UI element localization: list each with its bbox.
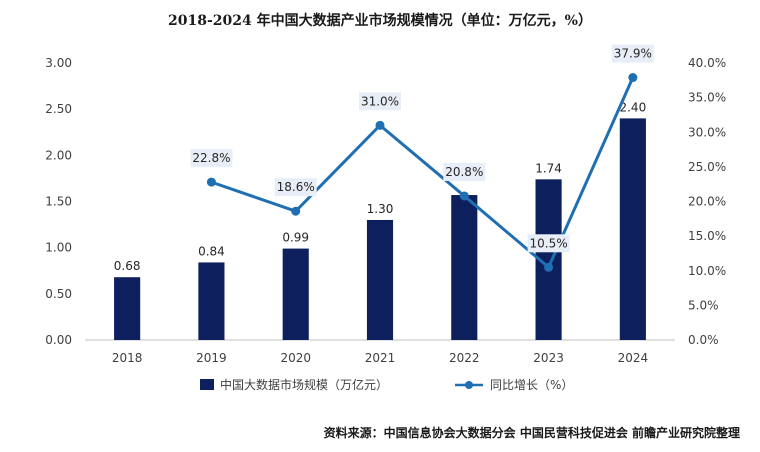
right-tick-label: 30.0% <box>688 125 726 139</box>
bar <box>366 219 394 340</box>
point-value-label: 10.5% <box>530 236 568 250</box>
right-tick-label: 0.0% <box>688 333 719 347</box>
left-tick-label: 1.00 <box>45 241 72 255</box>
legend: 中国大数据市场规模（万亿元） 同比增长（%） <box>200 377 573 392</box>
x-tick-label: 2018 <box>112 351 143 365</box>
x-tick-label: 2022 <box>449 351 480 365</box>
line-point <box>544 262 554 272</box>
left-tick-label: 0.00 <box>45 333 72 347</box>
right-tick-label: 40.0% <box>688 56 726 70</box>
legend-bar-swatch <box>200 379 214 390</box>
line-point <box>206 177 216 187</box>
point-value-label: 37.9% <box>614 47 652 61</box>
bar-value-label: 0.99 <box>282 231 309 245</box>
bar-labels: 0.68 0.84 0.99 1.30 1.74 2.40 <box>114 100 646 273</box>
point-labels: 22.8% 18.6% 31.0% 20.8% 10.5% 37.9% <box>190 44 654 253</box>
x-tick-label: 2021 <box>365 351 396 365</box>
right-tick-label: 20.0% <box>688 195 726 209</box>
point-label-bg <box>274 178 317 197</box>
line-point <box>291 206 301 216</box>
left-tick-label: 0.50 <box>45 287 72 301</box>
right-tick-label: 35.0% <box>688 91 726 105</box>
point-value-label: 31.0% <box>361 94 399 108</box>
bar <box>114 277 141 340</box>
point-label-bg <box>443 162 486 181</box>
left-tick-label: 2.00 <box>45 148 72 162</box>
left-tick-label: 1.50 <box>45 195 72 209</box>
bar <box>451 195 478 340</box>
bar <box>198 262 225 340</box>
right-axis: 0.0% 5.0% 10.0% 15.0% 20.0% 25.0% 30.0% 35.0% 40… <box>688 56 726 347</box>
point-value-label: 18.6% <box>277 180 315 194</box>
legend-line-marker <box>465 381 473 389</box>
left-tick-label: 3.00 <box>45 56 72 70</box>
x-tick-label: 2020 <box>280 351 311 365</box>
x-axis: 2018 2019 2020 2021 2022 2023 2024 <box>112 351 648 365</box>
bar <box>282 248 309 340</box>
x-tick-label: 2024 <box>618 351 649 365</box>
point-value-label: 20.8% <box>445 165 483 179</box>
left-axis: 0.00 0.50 1.00 1.50 2.00 2.50 3.00 <box>45 56 72 347</box>
right-tick-label: 10.0% <box>688 264 726 278</box>
bar-value-label: 0.84 <box>198 244 225 258</box>
right-tick-label: 5.0% <box>688 298 719 312</box>
growth-line <box>210 76 635 269</box>
left-tick-label: 2.50 <box>45 102 72 116</box>
bar-value-label: 2.40 <box>619 100 646 114</box>
bar-value-label: 0.68 <box>114 259 141 273</box>
right-tick-label: 25.0% <box>688 160 726 174</box>
point-value-label: 22.8% <box>192 151 230 165</box>
point-label-bg <box>359 92 401 111</box>
x-tick-label: 2023 <box>533 351 564 365</box>
bar <box>619 118 646 341</box>
legend-line-label: 同比增长（%） <box>490 378 573 392</box>
line-point <box>459 191 469 201</box>
line-series <box>206 73 638 272</box>
line-point <box>375 120 385 130</box>
line-point <box>628 73 638 83</box>
bar-value-label: 1.74 <box>535 161 562 175</box>
point-label-bg <box>611 44 654 63</box>
point-label-bg <box>190 149 233 168</box>
bar-value-label: 1.30 <box>367 202 394 216</box>
legend-bar-label: 中国大数据市场规模（万亿元） <box>220 377 388 392</box>
right-tick-label: 15.0% <box>688 229 726 243</box>
chart-title: 2018-2024 年中国大数据产业市场规模情况（单位：万亿元，%） <box>168 12 592 29</box>
point-label-bg <box>527 234 570 253</box>
x-tick-label: 2019 <box>196 351 227 365</box>
source-note: 资料来源：中国信息协会大数据分会 中国民营科技促进会 前瞻产业研究院整理 <box>324 425 740 440</box>
